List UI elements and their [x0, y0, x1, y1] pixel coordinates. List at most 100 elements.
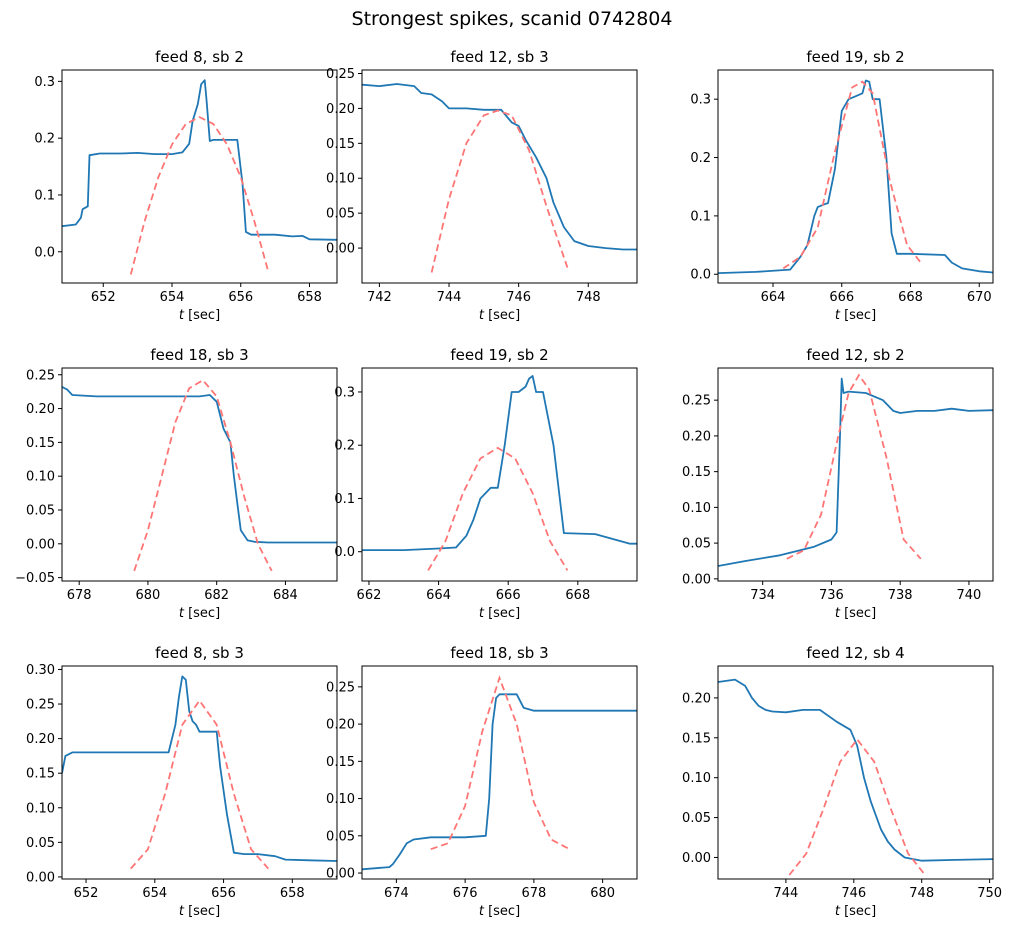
- axes-frame: [361, 665, 638, 880]
- x-tick-label: 678: [521, 886, 546, 901]
- subplot-1: feed 8, sb 2 652 654 656 658 0.0 0.1 0.2 0.3 t [s…: [34, 48, 338, 323]
- x-tick-label: 654: [142, 886, 167, 901]
- figure-title: Strongest spikes, scanid 0742804: [352, 8, 673, 30]
- x-tick-label: 656: [228, 290, 253, 305]
- x-tick-label: 680: [136, 588, 161, 603]
- y-tick-label: 0.2: [34, 132, 55, 147]
- x-tick-label: 652: [74, 886, 99, 901]
- y-tick-label: 0.00: [682, 851, 711, 866]
- axes-frame: [717, 69, 994, 284]
- y-tick-label: 0.10: [326, 792, 355, 807]
- y-tick-label: 0.15: [26, 436, 55, 451]
- signal-line: [362, 375, 637, 551]
- x-tick-label: 738: [888, 588, 913, 603]
- y-tick-label: 0.25: [326, 67, 355, 82]
- signal-line: [718, 678, 993, 862]
- x-tick-label: 744: [773, 886, 798, 901]
- y-tick-label: 0.20: [326, 102, 355, 117]
- y-tick-label: 0.05: [682, 811, 711, 826]
- x-tick-label: 750: [977, 886, 1002, 901]
- y-tick-label: 0.3: [34, 75, 55, 90]
- x-axis-label: t [sec]: [835, 904, 876, 919]
- signal-line: [362, 83, 637, 251]
- y-tick-label: 0.10: [26, 801, 55, 816]
- y-tick-label: 0.15: [682, 465, 711, 480]
- subplot-title: feed 12, sb 3: [450, 48, 548, 66]
- y-tick-label: 0.15: [682, 731, 711, 746]
- y-tick-label: 0.00: [26, 870, 55, 885]
- x-tick-label: 666: [496, 588, 521, 603]
- x-tick-label: 658: [297, 290, 322, 305]
- x-tick-label: 748: [576, 290, 601, 305]
- x-tick-label: 670: [967, 290, 992, 305]
- y-tick-label: 0.2: [690, 151, 711, 166]
- plot-area: [362, 83, 637, 273]
- x-tick-label: 654: [160, 290, 185, 305]
- x-tick-label: 740: [957, 588, 982, 603]
- y-tick-label: 0.20: [682, 429, 711, 444]
- axes-frame: [61, 665, 338, 880]
- y-tick-label: 0.0: [690, 268, 711, 283]
- y-tick-label: 0.25: [26, 698, 55, 713]
- y-tick-label: 0.3: [334, 385, 355, 400]
- subplot-3: feed 19, sb 2 664 666 668 670 0.0 0.1 0.2 0.3 t […: [690, 48, 994, 323]
- x-tick-label: 656: [211, 886, 236, 901]
- x-tick-label: 680: [590, 886, 615, 901]
- subplot-title: feed 8, sb 3: [155, 644, 244, 662]
- y-tick-label: 0.30: [26, 663, 55, 678]
- x-tick-label: 668: [565, 588, 590, 603]
- signal-line: [718, 377, 993, 567]
- x-tick-label: 676: [453, 886, 478, 901]
- y-tick-label: 0.00: [26, 537, 55, 552]
- x-tick-label: 658: [280, 886, 305, 901]
- y-tick-label: 0.00: [682, 572, 711, 587]
- y-tick-label: 0.0: [34, 245, 55, 260]
- y-tick-label: 0.05: [326, 207, 355, 222]
- y-tick-label: 0.10: [682, 501, 711, 516]
- plot-area: [718, 678, 993, 876]
- y-tick-label: 0.2: [334, 439, 355, 454]
- signal-line: [718, 79, 993, 274]
- y-tick-label: 0.15: [326, 137, 355, 152]
- subplot-title: feed 12, sb 4: [806, 644, 904, 662]
- signal-line: [62, 79, 337, 241]
- x-axis-label: t [sec]: [835, 606, 876, 621]
- y-tick-label: 0.3: [690, 93, 711, 108]
- y-tick-label: 0.10: [26, 470, 55, 485]
- x-axis-label: t [sec]: [835, 308, 876, 323]
- axes-frame: [361, 367, 638, 582]
- signal-line: [62, 386, 337, 544]
- subplot-title: feed 18, sb 3: [450, 644, 548, 662]
- y-tick-label: 0.05: [326, 829, 355, 844]
- x-tick-label: 746: [506, 290, 531, 305]
- x-tick-label: 668: [898, 290, 923, 305]
- gaussian-fit-line: [430, 675, 569, 851]
- x-tick-label: 746: [841, 886, 866, 901]
- gaussian-fit-line: [786, 373, 922, 560]
- y-tick-label: 0.1: [34, 188, 55, 203]
- y-tick-label: 0.05: [26, 504, 55, 519]
- x-axis-label: t [sec]: [479, 606, 520, 621]
- x-tick-label: 674: [384, 886, 409, 901]
- subplot-2: feed 12, sb 3 742 744 746 748 0.00 0.05 0.10 0.1…: [326, 48, 638, 323]
- x-tick-label: 684: [273, 588, 298, 603]
- y-tick-label: 0.15: [26, 767, 55, 782]
- signal-line: [362, 693, 637, 871]
- x-tick-label: 662: [357, 588, 382, 603]
- axes-frame: [61, 69, 338, 284]
- x-tick-label: 744: [437, 290, 462, 305]
- subplot-title: feed 12, sb 2: [806, 346, 904, 364]
- y-tick-label: 0.20: [682, 691, 711, 706]
- y-tick-label: 0.20: [26, 402, 55, 417]
- y-tick-label: 0.25: [682, 394, 711, 409]
- x-axis-label: t [sec]: [179, 308, 220, 323]
- y-tick-label: 0.10: [682, 771, 711, 786]
- x-axis-label: t [sec]: [479, 904, 520, 919]
- x-axis-label: t [sec]: [479, 308, 520, 323]
- gaussian-fit-line: [133, 379, 273, 572]
- subplot-title: feed 8, sb 2: [155, 48, 244, 66]
- gaussian-fit-line: [782, 80, 922, 270]
- gaussian-fit-line: [427, 446, 569, 571]
- x-axis-label: t [sec]: [179, 904, 220, 919]
